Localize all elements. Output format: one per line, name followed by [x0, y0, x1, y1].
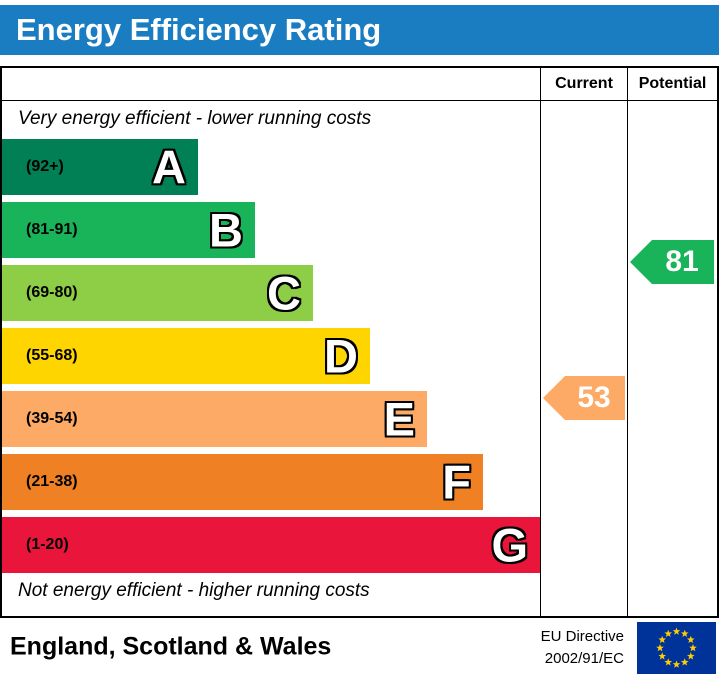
eu-flag-icon: [637, 622, 716, 674]
current-rating-arrow: 53: [543, 376, 625, 420]
band-b: (81-91) B: [2, 202, 255, 258]
band-a-range: (92+): [26, 158, 64, 175]
potential-column-divider: [627, 68, 628, 616]
band-g: (1-20) G: [2, 517, 540, 573]
band-b-letter: B: [209, 203, 243, 257]
rating-bands: (92+) A (81-91) B (69-80) C (55-68) D (3…: [2, 139, 540, 580]
rating-chart: Current Potential Very energy efficient …: [0, 66, 719, 618]
footer: England, Scotland & Wales EU Directive 2…: [0, 618, 719, 675]
eu-directive-label: EU Directive 2002/91/EC: [541, 626, 624, 670]
top-note: Very energy efficient - lower running co…: [18, 108, 372, 129]
band-b-range: (81-91): [26, 221, 78, 238]
page-title: Energy Efficiency Rating: [16, 12, 382, 47]
band-g-range: (1-20): [26, 536, 69, 553]
band-e-range: (39-54): [26, 410, 78, 427]
current-rating-value: 53: [577, 381, 611, 414]
region-label: England, Scotland & Wales: [10, 632, 332, 660]
band-d: (55-68) D: [2, 328, 370, 384]
eu-directive-line2: 2002/91/EC: [544, 649, 624, 667]
band-c-range: (69-80): [26, 284, 78, 301]
band-e-letter: E: [383, 392, 415, 446]
band-c-letter: C: [267, 266, 301, 320]
band-f-letter: F: [442, 455, 471, 509]
column-header-current: Current: [555, 75, 613, 92]
band-a-letter: A: [152, 140, 186, 194]
potential-rating-arrow: 81: [630, 240, 714, 284]
column-header-underline: [2, 100, 717, 101]
header-banner: Energy Efficiency Rating: [0, 5, 719, 55]
band-e: (39-54) E: [2, 391, 427, 447]
eu-directive-line1: EU Directive: [540, 628, 624, 645]
band-a: (92+) A: [2, 139, 198, 195]
band-f-range: (21-38): [26, 473, 78, 490]
bottom-note: Not energy efficient - higher running co…: [18, 580, 370, 601]
current-column-divider: [540, 68, 541, 616]
potential-rating-value: 81: [665, 245, 699, 278]
band-g-letter: G: [491, 518, 528, 572]
band-d-letter: D: [324, 329, 358, 383]
band-c: (69-80) C: [2, 265, 313, 321]
column-header-potential: Potential: [638, 75, 707, 92]
band-d-range: (55-68): [26, 347, 78, 364]
band-f: (21-38) F: [2, 454, 483, 510]
